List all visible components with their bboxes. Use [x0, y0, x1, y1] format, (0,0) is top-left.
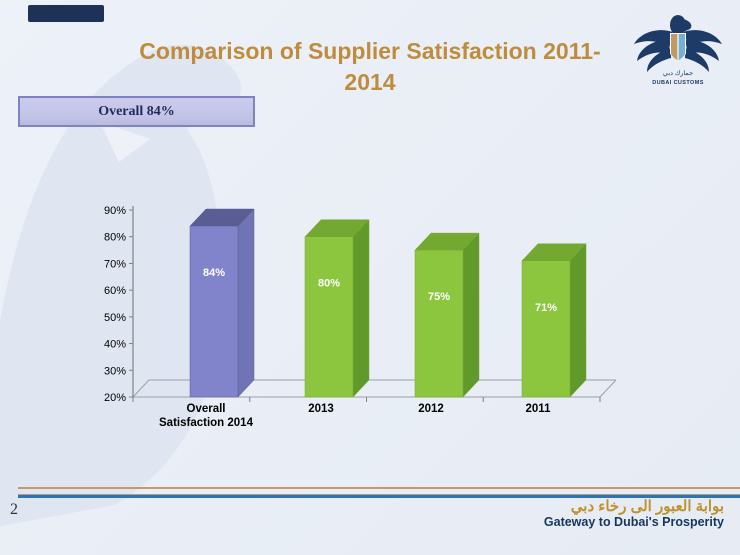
page-number: 2 — [10, 501, 18, 518]
corner-accent-bar — [28, 5, 104, 22]
y-tick-label: 30% — [104, 365, 126, 377]
y-tick-label: 80% — [104, 232, 126, 244]
bar-side-2012 — [462, 232, 480, 398]
page-title-line-1: Comparison of Supplier Satisfaction 2011… — [139, 38, 601, 64]
bar-side-2013 — [352, 219, 370, 398]
bar-value-label-2012: 75% — [428, 291, 450, 303]
y-tick-label: 40% — [104, 339, 126, 351]
overall-satisfaction-badge-label: Overall 84% — [98, 103, 175, 119]
x-category-label-2011: 2011 — [526, 403, 552, 415]
page-title: Comparison of Supplier Satisfaction 2011… — [120, 36, 620, 98]
bar-value-label-2011: 71% — [535, 302, 557, 314]
bar-value-label-overall-satisfaction-2014: 84% — [203, 267, 225, 279]
x-category-label-overall-satisfaction-2014: Overall — [187, 403, 226, 415]
x-category-label-overall-satisfaction-2014: Satisfaction 2014 — [159, 417, 254, 429]
bar-2012 — [414, 249, 464, 398]
footer-tagline-arabic: بوابة العبور الى رخاء دبي — [570, 498, 724, 515]
dubai-customs-logo: جمارك دبي DUBAI CUSTOMS — [628, 10, 728, 102]
satisfaction-bar-chart: 20% 30% 40% 50% 60% 70% 80% 90% 84% Overall Satisf… — [104, 205, 617, 429]
floor-right-edge — [599, 379, 617, 398]
bar-2011 — [521, 260, 571, 398]
x-category-label-2013: 2013 — [308, 403, 334, 415]
bar-side-2011 — [569, 243, 587, 398]
y-tick-label: 60% — [104, 285, 126, 297]
bar-overall-satisfaction-2014 — [189, 225, 239, 398]
y-tick-label: 90% — [104, 205, 126, 217]
bar-side-overall-satisfaction-2014 — [237, 208, 255, 398]
floor-left-edge — [132, 379, 150, 398]
footer-tagline-english: Gateway to Dubai's Prosperity — [543, 515, 724, 529]
logo-name-arabic: جمارك دبي — [663, 69, 693, 77]
page-title-line-2: 2014 — [344, 69, 396, 96]
footer-rule-blue — [18, 495, 740, 498]
bar-2013 — [304, 236, 354, 398]
y-tick-label: 70% — [104, 258, 126, 270]
logo-name-english: DUBAI CUSTOMS — [652, 80, 704, 86]
y-tick-label: 50% — [104, 312, 126, 324]
x-category-label-2012: 2012 — [418, 403, 444, 415]
y-tick-label: 20% — [104, 392, 126, 404]
bar-value-label-2013: 80% — [318, 278, 340, 290]
falcon-emblem-icon: جمارك دبي DUBAI CUSTOMS — [634, 15, 722, 86]
overall-satisfaction-badge: Overall 84% — [18, 96, 255, 127]
